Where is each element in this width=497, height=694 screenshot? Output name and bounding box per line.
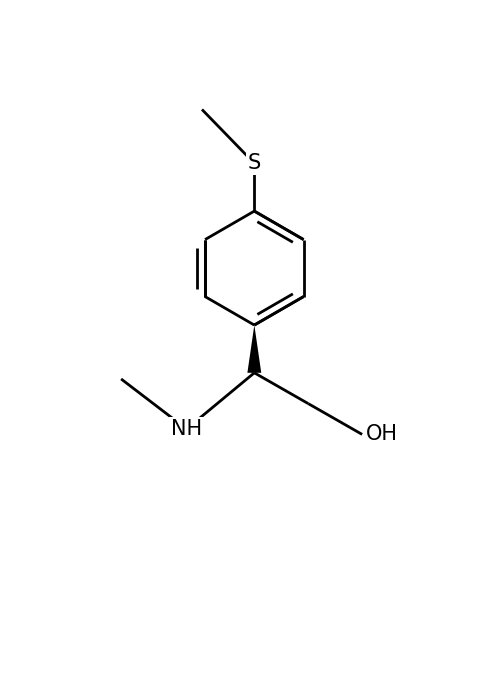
Text: S: S [248,153,261,174]
Text: OH: OH [366,425,398,444]
Text: NH: NH [171,419,202,439]
Polygon shape [248,325,261,373]
